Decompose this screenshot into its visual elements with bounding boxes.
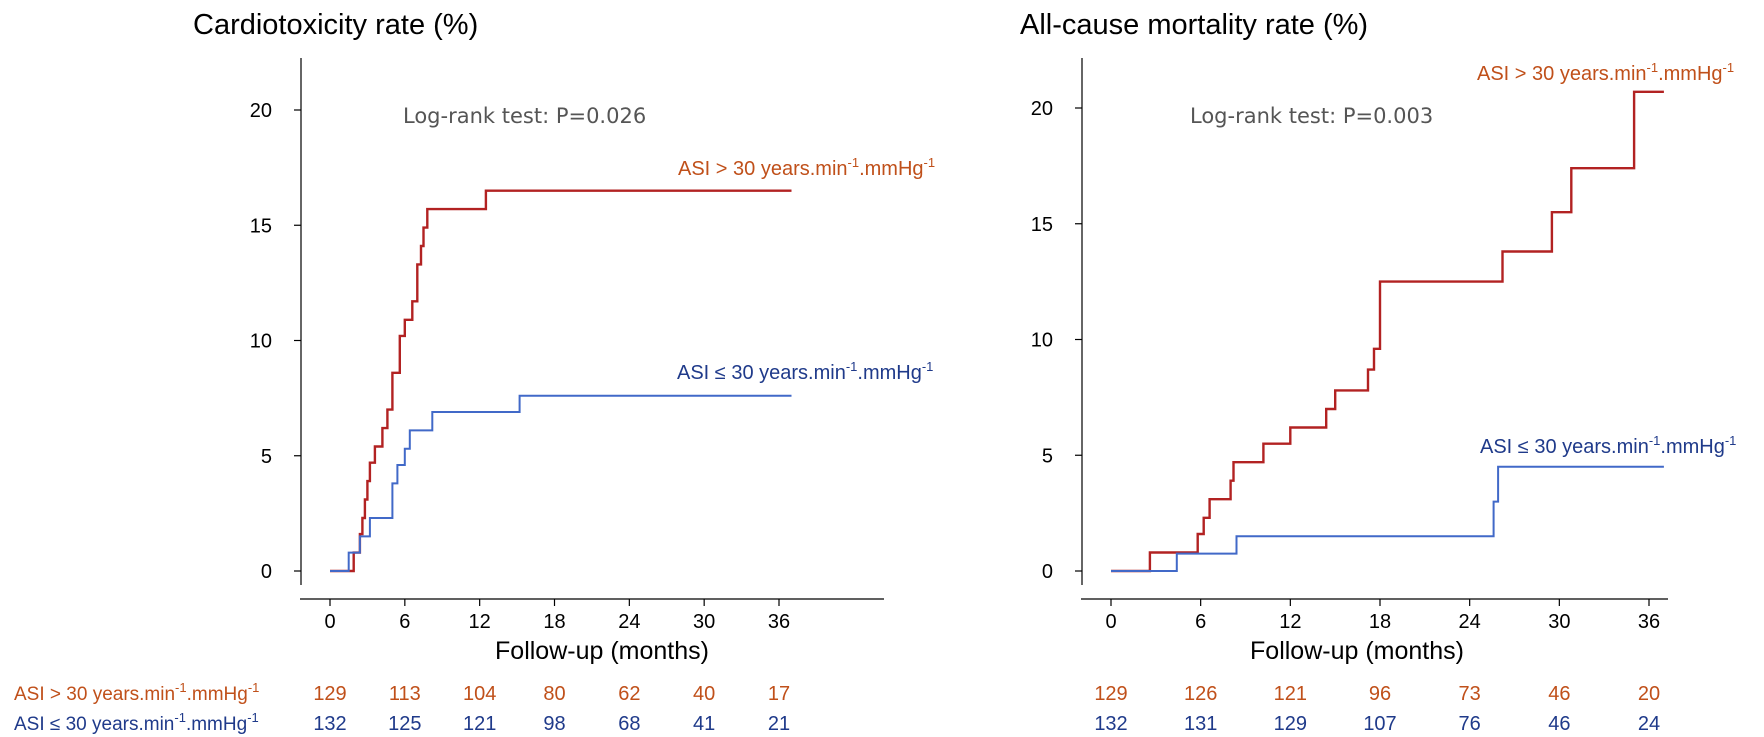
km-curve-low [330,394,792,572]
risk-count-high: 20 [1638,683,1660,705]
risk-count-low: 98 [543,713,565,735]
risk-count-low: 76 [1459,713,1481,735]
y-tick-label: 5 [261,446,272,468]
risk-count-low: 132 [1094,713,1127,735]
x-tick-label: 0 [324,611,335,633]
x-tick-label: 30 [1548,611,1570,633]
risk-count-high: 104 [463,683,496,705]
risk-label-low: ASI ≤ 30 years.min-1.mmHg-1 [14,710,259,735]
curves [1111,90,1664,573]
risk-label-high: ASI > 30 years.min-1.mmHg-1 [14,680,259,705]
risk-count-low: 46 [1548,713,1570,735]
risk-count-low: 125 [388,713,421,735]
x-tick-label: 18 [1369,611,1391,633]
x-tick-label: 36 [768,611,790,633]
log-rank-annotation: Log-rank test: P=0.026 [403,104,646,128]
y-tick-label: 5 [1042,445,1053,467]
curve-label-high: ASI > 30 years.min-1.mmHg-1 [1477,60,1734,85]
risk-count-high: 129 [313,683,346,705]
km-curve-high [1111,90,1664,573]
risk-table: 129 132 113 125 104 121 80 98 62 68 40 41 17 21 [313,683,790,735]
risk-count-high: 73 [1459,683,1481,705]
risk-count-high: 46 [1548,683,1570,705]
axes: 0 5 10 15 20 0 6 12 18 24 30 36 [250,58,884,633]
risk-count-high: 113 [389,683,421,705]
curve-label-low: ASI ≤ 30 years.min-1.mmHg-1 [1480,433,1736,458]
risk-table-row-labels: ASI > 30 years.min-1.mmHg-1 ASI ≤ 30 yea… [14,680,259,735]
risk-count-high: 129 [1094,683,1127,705]
risk-count-low: 21 [768,713,790,735]
x-tick-label: 30 [693,611,715,633]
risk-count-high: 40 [693,683,715,705]
axes: 0 5 10 15 20 0 6 12 18 24 30 36 [1031,58,1668,633]
x-axis-label: Follow-up (months) [495,637,709,665]
y-tick-label: 0 [261,561,272,583]
risk-count-low: 132 [313,713,346,735]
x-tick-label: 6 [1195,611,1206,633]
y-tick-label: 20 [250,100,272,122]
panel-title: All-cause mortality rate (%) [1020,9,1368,41]
risk-count-high: 96 [1369,683,1391,705]
x-tick-label: 36 [1638,611,1660,633]
curves [330,189,792,573]
x-tick-label: 24 [1459,611,1481,633]
x-tick-label: 18 [543,611,565,633]
x-axis-label: Follow-up (months) [1250,637,1464,665]
risk-count-low: 121 [463,713,496,735]
x-tick-label: 6 [399,611,410,633]
km-curve-low [1111,465,1664,572]
x-tick-label: 0 [1105,611,1116,633]
km-curve-high [330,189,792,573]
y-tick-label: 15 [250,215,272,237]
risk-count-low: 68 [618,713,640,735]
risk-count-high: 17 [768,683,790,705]
curve-label-low: ASI ≤ 30 years.min-1.mmHg-1 [677,359,933,384]
x-tick-label: 24 [618,611,640,633]
y-tick-label: 20 [1031,98,1053,120]
x-tick-label: 12 [1279,611,1301,633]
cardiotoxicity-panel: Cardiotoxicity rate (%) Log-rank test: P… [193,9,935,735]
y-tick-label: 10 [1031,330,1053,352]
risk-count-high: 126 [1184,683,1217,705]
x-tick-label: 12 [469,611,491,633]
panel-title: Cardiotoxicity rate (%) [193,9,478,41]
risk-count-high: 62 [618,683,640,705]
risk-count-low: 41 [693,713,715,735]
risk-count-high: 80 [543,683,565,705]
y-tick-label: 15 [1031,214,1053,236]
curve-label-high: ASI > 30 years.min-1.mmHg-1 [678,155,935,180]
log-rank-annotation: Log-rank test: P=0.003 [1190,104,1433,128]
risk-count-low: 24 [1638,713,1660,735]
risk-count-low: 107 [1363,713,1396,735]
risk-count-low: 129 [1274,713,1307,735]
y-tick-label: 10 [250,331,272,353]
risk-count-high: 121 [1274,683,1307,705]
risk-count-low: 131 [1184,713,1217,735]
risk-table: 129 132 126 131 121 129 96 107 73 76 46 46 20 24 [1094,683,1660,735]
y-tick-label: 0 [1042,561,1053,583]
all-cause-mortality-panel: All-cause mortality rate (%) Log-rank te… [1020,9,1736,735]
